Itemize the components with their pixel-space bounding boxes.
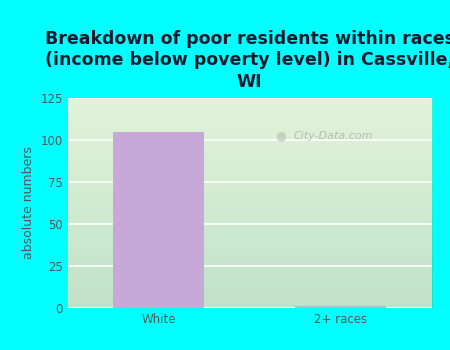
- Text: City-Data.com: City-Data.com: [293, 131, 373, 141]
- Y-axis label: absolute numbers: absolute numbers: [22, 147, 35, 259]
- Text: ●: ●: [275, 129, 286, 142]
- Title: Breakdown of poor residents within races
(income below poverty level) in Cassvil: Breakdown of poor residents within races…: [45, 30, 450, 91]
- Bar: [113, 132, 204, 308]
- Bar: [295, 306, 387, 308]
